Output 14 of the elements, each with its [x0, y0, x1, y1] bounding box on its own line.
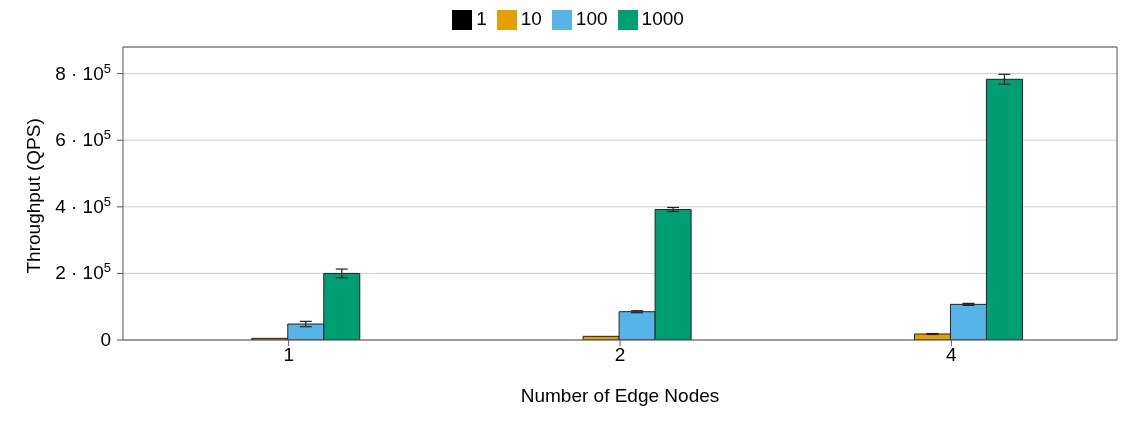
- legend-label: 10: [520, 8, 542, 29]
- x-tick-label: 1: [283, 344, 294, 366]
- legend-label: 1000: [641, 8, 684, 29]
- y-tick-label: 6 · 10$^{5}$: [55, 126, 111, 151]
- y-tick-label: 4 · 10$^{5}$: [55, 193, 111, 217]
- x-axis-title: Number of Edge Nodes: [520, 385, 720, 406]
- x-tick-label: 2: [614, 344, 626, 366]
- legend-label: 1: [476, 8, 487, 29]
- legend-label: 100: [575, 8, 608, 29]
- x-tick-label: 4: [946, 344, 958, 366]
- y-tick-label: 0: [100, 329, 111, 350]
- y-tick-label: 8 · 10$^{5}$: [55, 60, 111, 84]
- y-axis-title: Throughput (QPS): [22, 118, 44, 274]
- y-tick-label: 2 · 10$^{5}$: [55, 259, 111, 284]
